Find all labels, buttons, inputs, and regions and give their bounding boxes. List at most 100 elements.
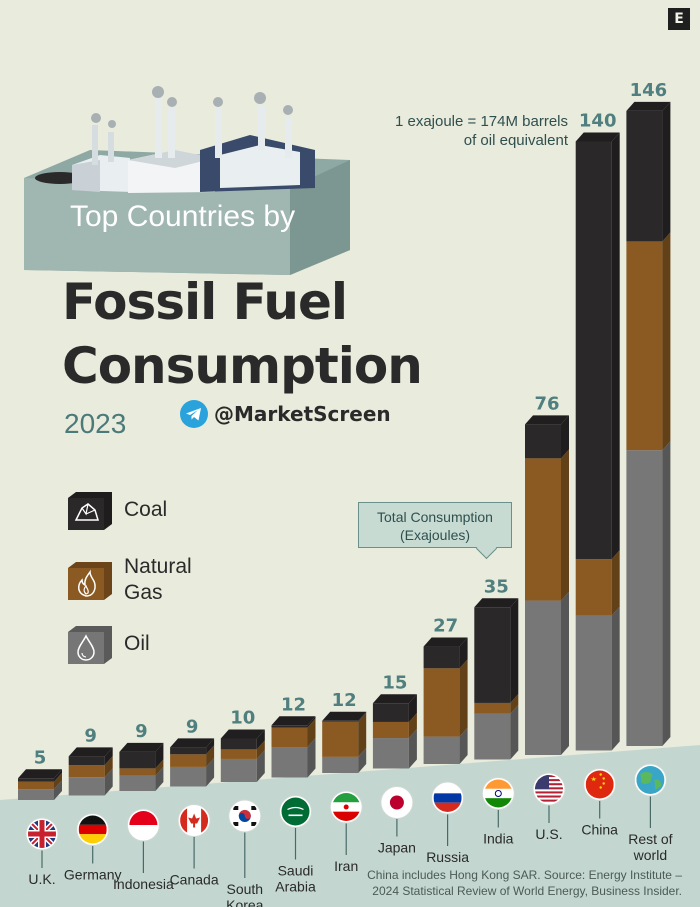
bar-side-oil [611, 606, 620, 751]
flag-art [382, 788, 411, 817]
bar-side-oil [54, 780, 62, 800]
bar-segment-gas [68, 765, 105, 778]
brand-logo: E [668, 8, 690, 30]
bar-segment-oil [271, 747, 308, 778]
bar-side-oil [256, 749, 265, 782]
value-label: 12 [281, 694, 306, 715]
bar-segment-coal [626, 110, 663, 242]
value-label: 5 [34, 747, 47, 768]
bar-side-oil [561, 591, 569, 755]
bar-segment-oil [525, 600, 561, 755]
bar-side-coal [54, 769, 62, 782]
conversion-note: 1 exajoule = 174M barrels of oil equival… [395, 112, 568, 150]
bar-side-gas [510, 693, 519, 714]
bar-segment-oil [626, 450, 663, 746]
bar-side-oil [662, 441, 671, 746]
flag-art [535, 775, 563, 803]
country-label: South [227, 881, 264, 897]
country-label: U.K. [28, 871, 55, 887]
bar-side-gas [104, 756, 113, 778]
value-label: 12 [332, 690, 357, 711]
country-label: India [483, 831, 514, 847]
source-footnote: China includes Hong Kong SAR. Source: En… [367, 867, 682, 899]
bar-segment-coal [474, 607, 511, 703]
country-label: Japan [378, 840, 416, 856]
bar-side-gas [155, 759, 164, 776]
legend-label-oil: Oil [124, 632, 150, 655]
bar-segment-gas [170, 754, 207, 767]
flame-icon [68, 562, 112, 600]
value-label: 9 [135, 721, 148, 742]
bar-top [18, 769, 62, 779]
social-handle: @MarketScreen [180, 400, 391, 428]
bar-segment-gas [119, 768, 156, 776]
bar-segment-oil [423, 736, 460, 764]
bar-side-gas [206, 745, 215, 767]
bar-side-gas [561, 449, 569, 601]
handle-text: @MarketScreen [214, 402, 391, 426]
flag-art [180, 806, 209, 835]
country-label: Germany [64, 867, 122, 883]
country-label: world [633, 847, 667, 863]
bar-segment-gas [372, 721, 409, 739]
bar-side-coal [611, 132, 620, 560]
bar-top [271, 716, 316, 726]
legend-item-oil: Oil [64, 624, 150, 664]
bar-side-gas [307, 718, 316, 748]
bar-top [119, 742, 164, 752]
legend-label-gas-line-1: Natural [124, 555, 192, 578]
flag-art [585, 770, 614, 799]
bar-segment-coal [119, 751, 156, 769]
bar-side-gas [256, 740, 265, 759]
legend-item-coal: Coal [64, 490, 167, 530]
total-consumption-callout: Total Consumption (Exajoules) [358, 502, 512, 548]
title-line-1: Fossil Fuel [62, 273, 348, 331]
flag-art [78, 815, 107, 844]
note-line-2: of oil equivalent [463, 132, 568, 149]
value-label: 27 [433, 616, 458, 637]
value-label: 146 [630, 80, 668, 101]
bar-side-oil [510, 704, 519, 760]
value-label: 140 [579, 111, 617, 132]
bar-segment-gas [220, 749, 257, 759]
bar-side-coal [408, 694, 417, 722]
bar-side-coal [206, 738, 215, 755]
bar-segment-coal [271, 725, 308, 728]
footnote-line-1: China includes Hong Kong SAR. Source: En… [367, 868, 682, 882]
bar-side-oil [459, 727, 468, 764]
bar-side-oil [206, 757, 215, 787]
value-label: 15 [382, 672, 407, 693]
bar-side-oil [358, 747, 367, 773]
bar-side-gas [358, 712, 367, 757]
bar-top [474, 598, 519, 608]
flag-art [636, 766, 665, 794]
bar-segment-coal [575, 141, 612, 560]
callout-line-1: Total Consumption [377, 509, 493, 525]
bar-segment-oil [119, 775, 156, 791]
country-label: Rest of [628, 831, 672, 847]
bar-segment-gas [18, 781, 54, 790]
bar-top [423, 637, 468, 647]
country-label: Korea [226, 897, 264, 907]
bar-side-coal [459, 637, 468, 669]
country-label: China [581, 822, 618, 838]
bar-side-coal [307, 716, 316, 728]
bar-segment-coal [220, 738, 257, 750]
bar-segment-coal [68, 756, 105, 766]
bar-segment-gas [575, 559, 612, 616]
coal-icon [68, 492, 112, 530]
bar-segment-coal [322, 720, 359, 722]
footnote-line-2: 2024 Statistical Review of World Energy,… [372, 884, 682, 898]
country-label: Canada [170, 872, 219, 888]
bar-segment-coal [18, 778, 54, 782]
flag-art [28, 820, 56, 848]
flag-art [332, 793, 361, 821]
bar-top [170, 738, 215, 748]
country-label: Saudi [278, 863, 314, 879]
bar-segment-coal [423, 646, 460, 669]
bar-segment-coal [170, 747, 207, 755]
bar-segment-coal [372, 703, 409, 722]
bar-side-coal [358, 711, 367, 722]
bar-side-gas [54, 772, 62, 790]
